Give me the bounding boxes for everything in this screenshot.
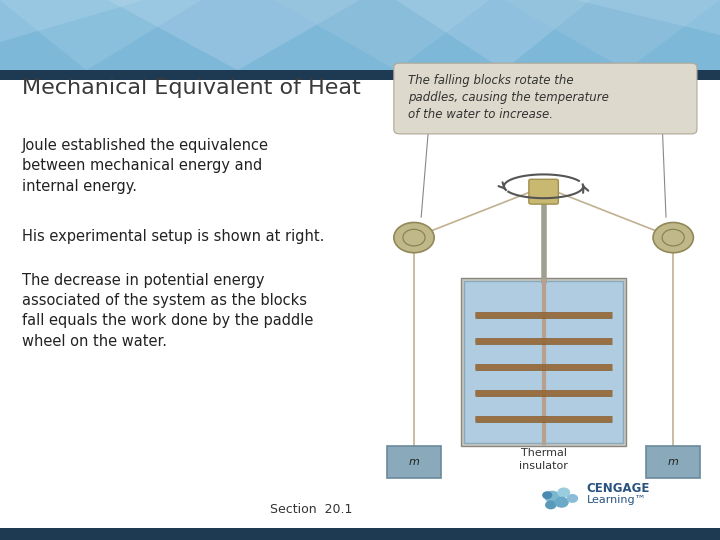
Polygon shape (274, 0, 490, 70)
Text: The falling blocks rotate the
paddles, causing the temperature
of the water to i: The falling blocks rotate the paddles, c… (408, 74, 609, 121)
Circle shape (653, 222, 693, 253)
Text: Joule established the equivalence
between mechanical energy and
internal energy.: Joule established the equivalence betwee… (22, 138, 269, 193)
Polygon shape (0, 0, 202, 70)
Circle shape (558, 488, 570, 497)
FancyBboxPatch shape (394, 63, 697, 134)
Text: Thermal
insulator: Thermal insulator (519, 448, 568, 470)
Polygon shape (108, 0, 360, 70)
Circle shape (394, 222, 434, 253)
Polygon shape (0, 0, 144, 42)
Polygon shape (576, 0, 720, 35)
Text: The decrease in potential energy
associated of the system as the blocks
fall equ: The decrease in potential energy associa… (22, 273, 313, 349)
Text: m: m (408, 457, 420, 467)
FancyBboxPatch shape (528, 179, 559, 204)
Text: Section  20.1: Section 20.1 (270, 503, 352, 516)
Bar (464, 281, 623, 443)
Bar (0, 528, 720, 540)
Polygon shape (396, 0, 590, 70)
Text: Learning™: Learning™ (587, 495, 647, 505)
Circle shape (545, 491, 559, 502)
Circle shape (567, 495, 577, 502)
Text: Mechanical Equivalent of Heat: Mechanical Equivalent of Heat (22, 78, 360, 98)
Text: CENGAGE: CENGAGE (587, 482, 650, 495)
Polygon shape (504, 0, 720, 70)
Bar (0, 0, 720, 70)
Text: m: m (667, 457, 679, 467)
Bar (0, 70, 720, 80)
Circle shape (546, 501, 556, 509)
Circle shape (555, 497, 568, 507)
FancyBboxPatch shape (461, 278, 626, 446)
Text: His experimental setup is shown at right.: His experimental setup is shown at right… (22, 230, 324, 245)
Circle shape (543, 492, 552, 498)
FancyBboxPatch shape (647, 446, 701, 478)
FancyBboxPatch shape (387, 446, 441, 478)
